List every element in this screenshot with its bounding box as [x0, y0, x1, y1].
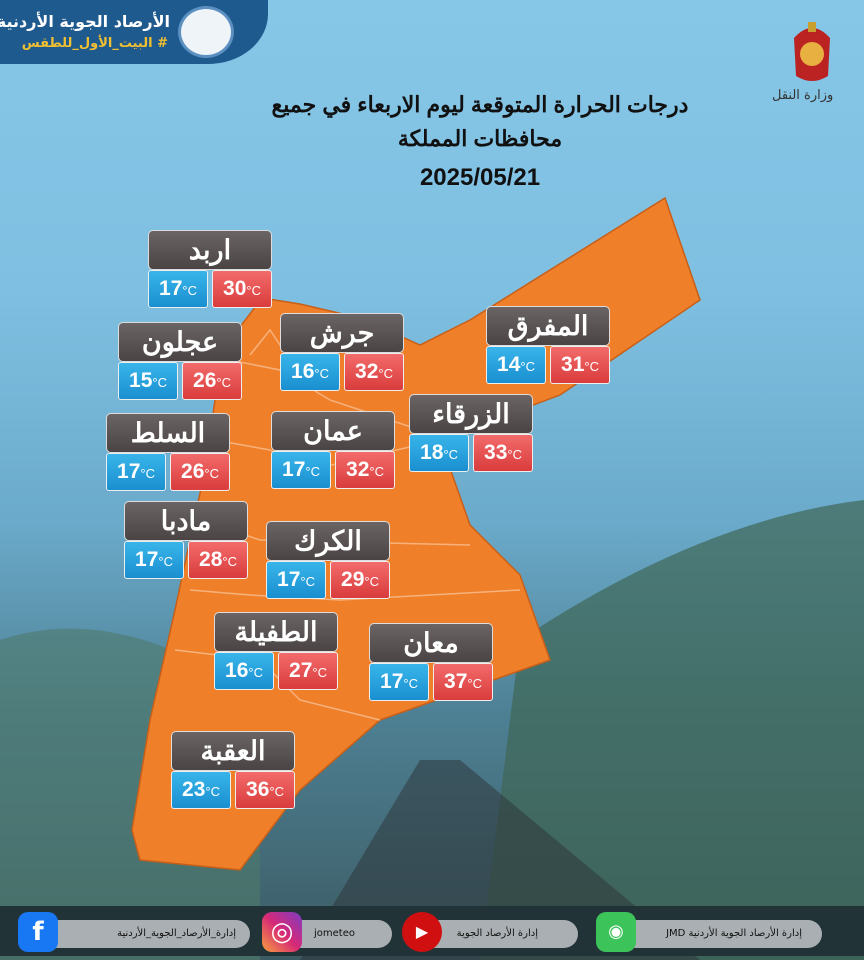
- forecast-date: 2025/05/21: [419, 164, 541, 191]
- instagram-label: jometeo: [314, 928, 355, 939]
- governorate-name: مادبا: [124, 501, 248, 541]
- governorate-card: جرش 16°C 32°C: [280, 313, 404, 391]
- governorate-card: الزرقاء 18°C 33°C: [409, 394, 533, 472]
- min-temp: 17°C: [148, 270, 208, 308]
- min-temp: 16°C: [280, 353, 340, 391]
- jordan-crest-icon: [794, 22, 830, 81]
- ministry-label: وزارة النقل: [772, 88, 834, 103]
- max-temp: 27°C: [278, 652, 338, 690]
- governorate-card: اربد 17°C 30°C: [148, 230, 272, 308]
- max-temp: 33°C: [473, 434, 533, 472]
- brand-name: الأرصاد الجوية الأردنية: [0, 12, 170, 31]
- governorate-name: الزرقاء: [409, 394, 533, 434]
- facebook-link[interactable]: إدارة_الأرصاد_الجوية_الأردنية: [30, 920, 250, 948]
- youtube-label: إدارة الأرصاد الجوية: [456, 928, 538, 939]
- facebook-label: إدارة_الأرصاد_الجوية_الأردنية: [117, 928, 236, 939]
- governorate-card: المفرق 14°C 31°C: [486, 306, 610, 384]
- min-temp: 18°C: [409, 434, 469, 472]
- governorate-card: الطفيلة 16°C 27°C: [214, 612, 338, 690]
- max-temp: 30°C: [212, 270, 272, 308]
- max-temp: 26°C: [182, 362, 242, 400]
- governorate-card: السلط 17°C 26°C: [106, 413, 230, 491]
- page-title: درجات الحرارة المتوقعة ليوم الاربعاء في …: [271, 92, 689, 151]
- governorate-name: الطفيلة: [214, 612, 338, 652]
- governorate-name: السلط: [106, 413, 230, 453]
- governorate-name: المفرق: [486, 306, 610, 346]
- governorate-name: عجلون: [118, 322, 242, 362]
- max-temp: 29°C: [330, 561, 390, 599]
- governorate-name: اربد: [148, 230, 272, 270]
- min-temp: 17°C: [369, 663, 429, 701]
- governorate-name: معان: [369, 623, 493, 663]
- governorate-name: جرش: [280, 313, 404, 353]
- min-temp: 17°C: [106, 453, 166, 491]
- whatsapp-link[interactable]: إدارة الأرصاد الجوية الأردنية JMD: [600, 920, 822, 948]
- brand-banner: الأرصاد الجوية الأردنية # البيت_الأول_لل…: [0, 0, 268, 64]
- whatsapp-icon[interactable]: ◉: [596, 912, 636, 952]
- min-temp: 16°C: [214, 652, 274, 690]
- min-temp: 17°C: [266, 561, 326, 599]
- governorate-card: عجلون 15°C 26°C: [118, 322, 242, 400]
- social-footer: إدارة_الأرصاد_الجوية_الأردنية f jometeo …: [0, 906, 864, 956]
- governorate-card: معان 17°C 37°C: [369, 623, 493, 701]
- max-temp: 26°C: [170, 453, 230, 491]
- max-temp: 36°C: [235, 771, 295, 809]
- min-temp: 17°C: [271, 451, 331, 489]
- whatsapp-label: إدارة الأرصاد الجوية الأردنية JMD: [666, 928, 802, 939]
- max-temp: 31°C: [550, 346, 610, 384]
- brand-hashtag: # البيت_الأول_للطقس: [21, 36, 168, 51]
- youtube-icon[interactable]: ▶: [402, 912, 442, 952]
- jmd-logo: [178, 6, 234, 58]
- governorate-name: الكرك: [266, 521, 390, 561]
- governorate-name: العقبة: [171, 731, 295, 771]
- facebook-icon[interactable]: f: [18, 912, 58, 952]
- max-temp: 32°C: [344, 353, 404, 391]
- governorate-card: مادبا 17°C 28°C: [124, 501, 248, 579]
- max-temp: 32°C: [335, 451, 395, 489]
- min-temp: 17°C: [124, 541, 184, 579]
- max-temp: 37°C: [433, 663, 493, 701]
- governorate-name: عمان: [271, 411, 395, 451]
- min-temp: 14°C: [486, 346, 546, 384]
- min-temp: 23°C: [171, 771, 231, 809]
- max-temp: 28°C: [188, 541, 248, 579]
- governorate-card: عمان 17°C 32°C: [271, 411, 395, 489]
- governorate-card: الكرك 17°C 29°C: [266, 521, 390, 599]
- governorate-card: العقبة 23°C 36°C: [171, 731, 295, 809]
- instagram-icon[interactable]: ◎: [262, 912, 302, 952]
- min-temp: 15°C: [118, 362, 178, 400]
